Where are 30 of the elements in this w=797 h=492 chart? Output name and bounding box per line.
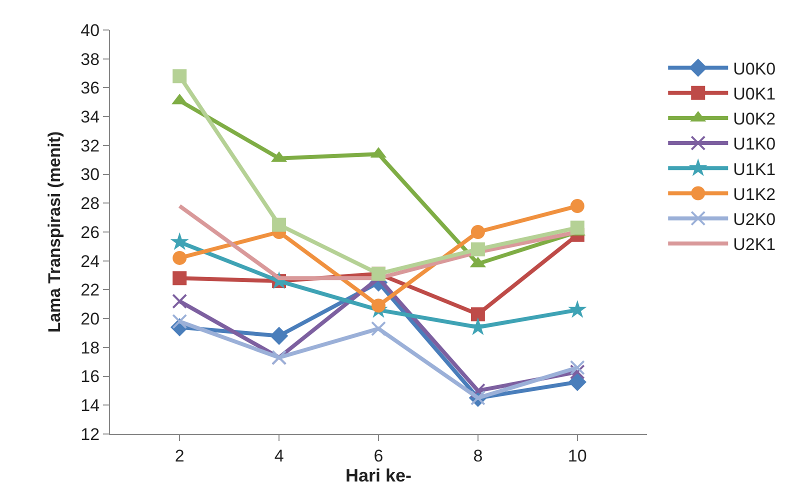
y-tick-label: 38 bbox=[80, 50, 100, 69]
y-tick-label: 12 bbox=[80, 424, 100, 444]
x-tick-label: 2 bbox=[174, 446, 184, 466]
x-tick-label: 6 bbox=[374, 446, 384, 466]
legend-label: U0K2 bbox=[733, 110, 776, 129]
legend-label: U1K2 bbox=[733, 184, 776, 204]
x-axis-title: Hari ke- bbox=[345, 465, 412, 486]
x-tick-label: 4 bbox=[274, 446, 284, 466]
y-tick-label: 26 bbox=[80, 222, 100, 242]
y-tick-label: 30 bbox=[80, 165, 100, 184]
legend-label: U2K0 bbox=[733, 210, 776, 229]
y-axis-title: Lama Transpirasi (menit) bbox=[45, 131, 64, 333]
legend-label: U1K0 bbox=[733, 134, 776, 154]
legend-label: U1K1 bbox=[733, 160, 776, 179]
legend-label: U0K1 bbox=[733, 84, 776, 104]
y-tick-label: 28 bbox=[80, 194, 100, 214]
y-tick-label: 16 bbox=[80, 367, 100, 386]
y-tick-label: 20 bbox=[80, 310, 100, 329]
legend-label: U0K0 bbox=[733, 59, 776, 78]
y-tick-label: 14 bbox=[80, 396, 100, 416]
y-tick-label: 22 bbox=[80, 280, 100, 300]
y-tick-label: 36 bbox=[80, 78, 100, 98]
y-tick-label: 32 bbox=[80, 136, 100, 156]
y-tick-label: 34 bbox=[80, 108, 100, 127]
y-tick-label: 40 bbox=[80, 20, 100, 40]
x-tick-label: 10 bbox=[568, 446, 587, 466]
y-tick-label: 24 bbox=[80, 252, 100, 271]
legend-label: U2K1 bbox=[733, 235, 776, 254]
x-tick-label: 8 bbox=[473, 446, 483, 466]
y-tick-label: 18 bbox=[80, 338, 100, 358]
